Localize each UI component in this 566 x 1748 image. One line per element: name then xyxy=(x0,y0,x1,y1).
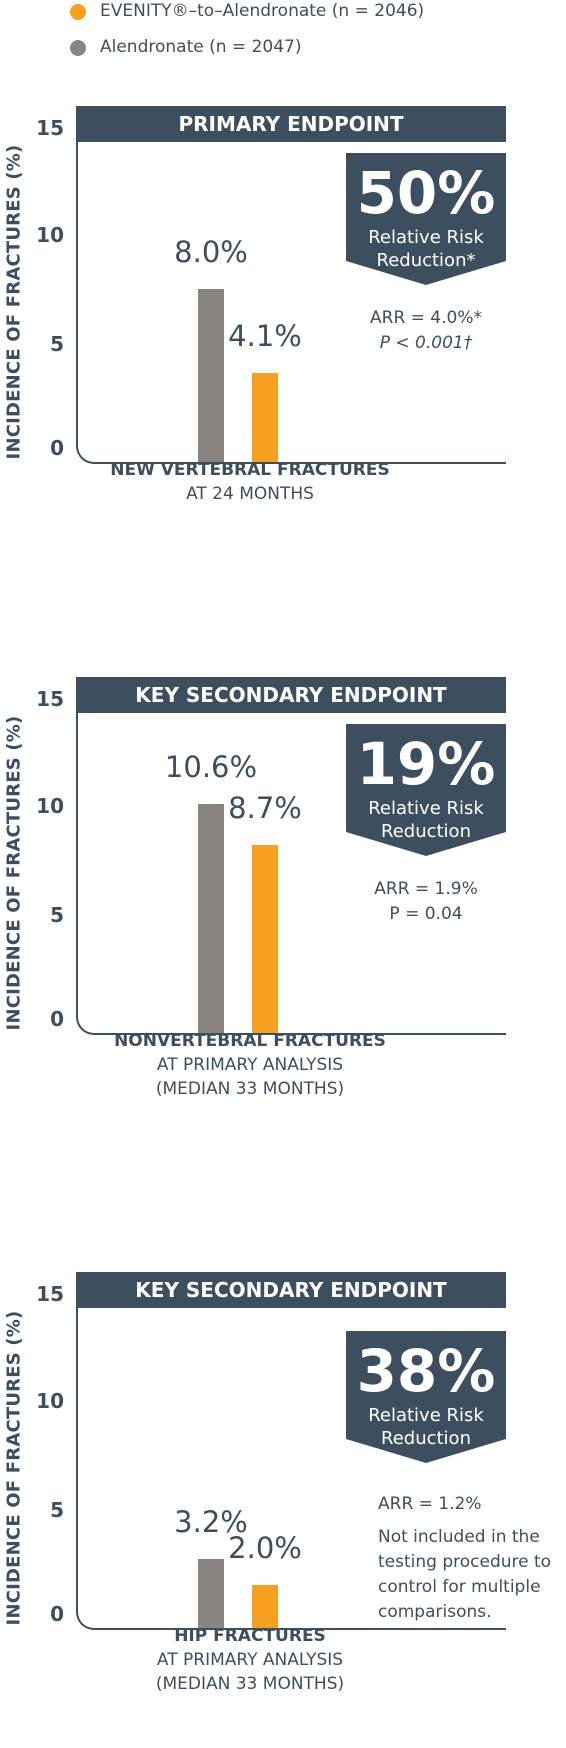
category-sub-1: AT PRIMARY ANALYSIS xyxy=(156,1055,344,1075)
value-label-alendronate: 10.6% xyxy=(164,750,258,785)
chart-panel-primary: PRIMARY ENDPOINT INCIDENCE OF FRACTURES … xyxy=(0,106,566,566)
y-tick-0: 0 xyxy=(50,436,64,460)
stats: ARR = 1.2% Not included in the testing p… xyxy=(378,1492,558,1625)
category-label: NONVERTEBRAL FRACTURES xyxy=(114,1031,386,1051)
y-axis-label-text: INCIDENCE OF FRACTURES (%) xyxy=(3,715,25,1031)
rrr-percent: 19% xyxy=(356,730,496,798)
chart-panel-hip: KEY SECONDARY ENDPOINT INCIDENCE OF FRAC… xyxy=(0,1272,566,1748)
y-tick-5: 5 xyxy=(50,1498,64,1522)
category-sub-2: (MEDIAN 33 MONTHS) xyxy=(155,1674,345,1694)
stat-note-4: comparisons. xyxy=(378,1602,492,1622)
stat-note: Not included in the testing procedure to… xyxy=(378,1525,558,1625)
y-axis-label-text: INCIDENCE OF FRACTURES (%) xyxy=(3,144,25,460)
stat-arr: ARR = 4.0%* xyxy=(370,308,482,328)
rrr-text-2: Reduction xyxy=(381,821,471,842)
rrr-callout: 19% Relative Risk Reduction xyxy=(346,724,506,856)
stat-arr: ARR = 1.9% xyxy=(374,879,478,899)
stat-arr: ARR = 1.2% xyxy=(378,1494,482,1514)
bar-evenity xyxy=(252,1584,278,1628)
panel-header: KEY SECONDARY ENDPOINT xyxy=(76,677,506,713)
panel-header: PRIMARY ENDPOINT xyxy=(76,106,506,142)
bar-evenity xyxy=(252,373,278,462)
rrr-percent: 38% xyxy=(356,1337,496,1405)
bar-alendronate xyxy=(198,804,224,1033)
legend-swatch-alendronate xyxy=(70,40,86,56)
stat-note-1: Not included in the xyxy=(378,1527,540,1547)
legend-label-alendronate: Alendronate (n = 2047) xyxy=(100,37,302,57)
bar-evenity xyxy=(252,845,278,1033)
callout-shape xyxy=(346,1331,506,1463)
rrr-percent: 50% xyxy=(356,159,496,227)
rrr-text-2: Reduction* xyxy=(376,250,476,271)
category-caption: HIP FRACTURES AT PRIMARY ANALYSIS (MEDIA… xyxy=(100,1624,400,1696)
y-tick-15: 15 xyxy=(36,687,64,711)
y-tick-0: 0 xyxy=(50,1602,64,1626)
value-label-evenity: 2.0% xyxy=(228,1530,302,1565)
callout-shape xyxy=(346,153,506,285)
rrr-text-1: Relative Risk xyxy=(368,798,484,819)
y-tick-10: 10 xyxy=(36,794,64,818)
y-tick-0: 0 xyxy=(50,1007,64,1031)
category-sub-1: AT PRIMARY ANALYSIS xyxy=(156,1650,344,1670)
value-label-evenity: 4.1% xyxy=(228,319,302,354)
plot-frame xyxy=(76,695,506,1035)
value-label-evenity: 8.7% xyxy=(228,791,302,826)
rrr-callout: 38% Relative Risk Reduction xyxy=(346,1331,506,1463)
stat-p: P = 0.04 xyxy=(389,904,463,924)
rrr-text-1: Relative Risk xyxy=(368,227,484,248)
y-axis-label-text: INCIDENCE OF FRACTURES (%) xyxy=(3,1310,25,1626)
y-tick-5: 5 xyxy=(50,903,64,927)
rrr-text-1: Relative Risk xyxy=(368,1405,484,1426)
rrr-callout: 50% Relative Risk Reduction* xyxy=(346,153,506,285)
rrr-text-2: Reduction xyxy=(381,1428,471,1449)
value-label-alendronate: 3.2% xyxy=(174,1504,248,1539)
y-tick-15: 15 xyxy=(36,1282,64,1306)
stat-note-2: testing procedure to xyxy=(378,1552,552,1572)
category-sub-2: (MEDIAN 33 MONTHS) xyxy=(155,1079,345,1099)
stat-p: P < 0.001† xyxy=(379,333,473,353)
stat-note-3: control for multiple xyxy=(378,1577,541,1597)
plot-frame xyxy=(76,124,506,464)
value-label-alendronate: 8.0% xyxy=(174,235,248,270)
plot-frame xyxy=(76,1290,506,1630)
category-label: NEW VERTEBRAL FRACTURES xyxy=(110,460,390,480)
chart-panel-nonvertebral: KEY SECONDARY ENDPOINT INCIDENCE OF FRAC… xyxy=(0,677,566,1157)
y-tick-15: 15 xyxy=(36,116,64,140)
category-sub-1: AT 24 MONTHS xyxy=(186,484,314,504)
y-tick-5: 5 xyxy=(50,332,64,356)
category-caption: NEW VERTEBRAL FRACTURES AT 24 MONTHS xyxy=(100,458,400,506)
legend-label-evenity: EVENITY®–to–Alendronate (n = 2046) xyxy=(100,1,425,21)
category-label: HIP FRACTURES xyxy=(174,1626,326,1646)
bar-alendronate xyxy=(198,289,224,462)
bar-alendronate xyxy=(198,1558,224,1628)
y-tick-10: 10 xyxy=(36,223,64,247)
legend-swatch-evenity xyxy=(70,4,86,20)
category-caption: NONVERTEBRAL FRACTURES AT PRIMARY ANALYS… xyxy=(100,1029,400,1101)
panel-header: KEY SECONDARY ENDPOINT xyxy=(76,1272,506,1308)
y-tick-10: 10 xyxy=(36,1389,64,1413)
callout-shape xyxy=(346,724,506,856)
stats: ARR = 1.9% P = 0.04 xyxy=(340,877,512,927)
stats: ARR = 4.0%* P < 0.001† xyxy=(340,306,512,356)
